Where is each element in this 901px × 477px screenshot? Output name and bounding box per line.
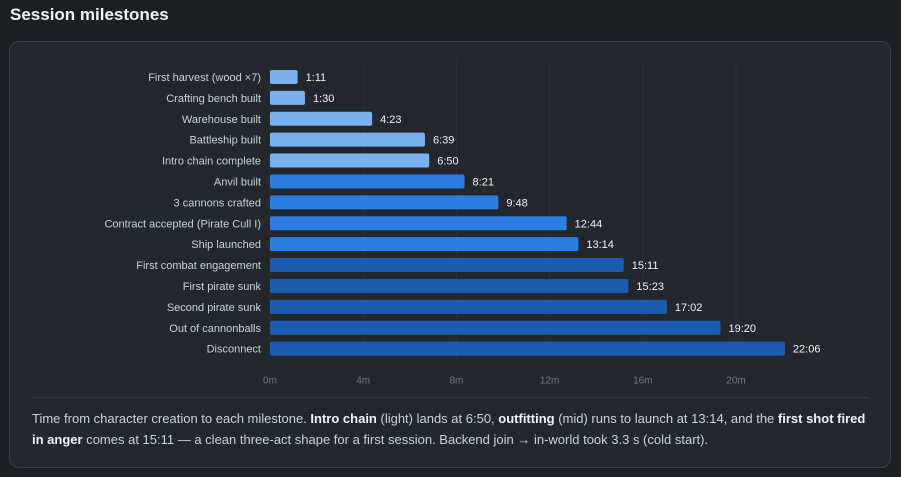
bar	[270, 237, 579, 252]
category-label: First harvest (wood ×7)	[148, 72, 261, 84]
bar	[270, 69, 298, 84]
caption-text: (mid) runs to launch at 13:14, and the	[554, 411, 778, 426]
bar	[270, 153, 430, 168]
bar	[270, 132, 425, 147]
value-label: 15:11	[632, 260, 659, 272]
bar	[270, 320, 721, 335]
category-label: Anvil built	[214, 176, 261, 188]
value-label: 15:23	[636, 281, 664, 293]
caption-intro-chain: Intro chain	[310, 411, 377, 426]
category-label: Battleship built	[189, 135, 261, 147]
x-tick-label: 0m	[263, 376, 277, 387]
category-label: Out of cannonballs	[169, 323, 261, 335]
category-label: Ship launched	[191, 239, 261, 251]
x-tick-label: 16m	[633, 376, 652, 387]
category-label: 3 cannons crafted	[174, 197, 261, 209]
value-label: 12:44	[575, 218, 603, 230]
page-title: Session milestones	[10, 5, 169, 24]
value-label: 17:02	[675, 302, 703, 314]
category-label: First combat engagement	[136, 260, 261, 272]
x-tick-label: 4m	[356, 376, 370, 387]
value-label: 4:23	[380, 114, 401, 126]
category-label: First pirate sunk	[183, 281, 262, 293]
milestones-bar-chart: First harvest (wood ×7) 1:11 Crafting benc…	[104, 60, 821, 387]
category-label: Disconnect	[207, 344, 261, 356]
x-tick-label: 8m	[449, 376, 463, 387]
caption-first-shot: first shot fired in anger	[32, 411, 866, 447]
category-label: Crafting bench built	[166, 93, 261, 105]
bar	[270, 299, 667, 314]
bar	[270, 195, 499, 210]
value-label: 9:48	[506, 197, 527, 209]
caption-outfitting: outfitting	[498, 411, 555, 426]
caption-text: (light) lands at 6:50,	[376, 411, 499, 426]
caption-text: Time from character creation to each mil…	[32, 411, 311, 426]
chart-bars: First harvest (wood ×7) 1:11 Crafting benc…	[104, 69, 821, 356]
category-label: Contract accepted (Pirate Cull I)	[104, 218, 261, 230]
bar	[270, 174, 465, 189]
chart-grid	[269, 60, 737, 363]
bar	[270, 341, 785, 356]
bar	[270, 278, 629, 293]
milestones-card: First harvest (wood ×7) 1:11 Crafting benc…	[9, 41, 891, 468]
category-label: Warehouse built	[182, 114, 261, 126]
chart-caption: Time from character creation to each mil…	[32, 408, 877, 450]
value-label: 8:21	[473, 176, 494, 188]
bar	[270, 90, 305, 105]
value-label: 6:50	[437, 156, 458, 168]
bar	[270, 216, 567, 231]
category-label: Intro chain complete	[162, 156, 261, 168]
caption-text: comes at 15:11 — a clean three-act shape…	[82, 432, 709, 447]
value-label: 13:14	[586, 239, 614, 251]
bar	[270, 111, 373, 126]
chart-x-axis: 0m 4m 8m 12m 16m 20m	[263, 376, 746, 387]
x-tick-label: 12m	[540, 376, 559, 387]
value-label: 1:30	[313, 93, 334, 105]
bar	[270, 258, 624, 273]
value-label: 1:11	[306, 72, 327, 84]
category-label: Second pirate sunk	[167, 302, 262, 314]
value-label: 6:39	[433, 135, 454, 147]
value-label: 19:20	[728, 323, 756, 335]
x-tick-label: 20m	[726, 376, 745, 387]
value-label: 22:06	[793, 344, 821, 356]
caption-divider	[32, 397, 869, 398]
